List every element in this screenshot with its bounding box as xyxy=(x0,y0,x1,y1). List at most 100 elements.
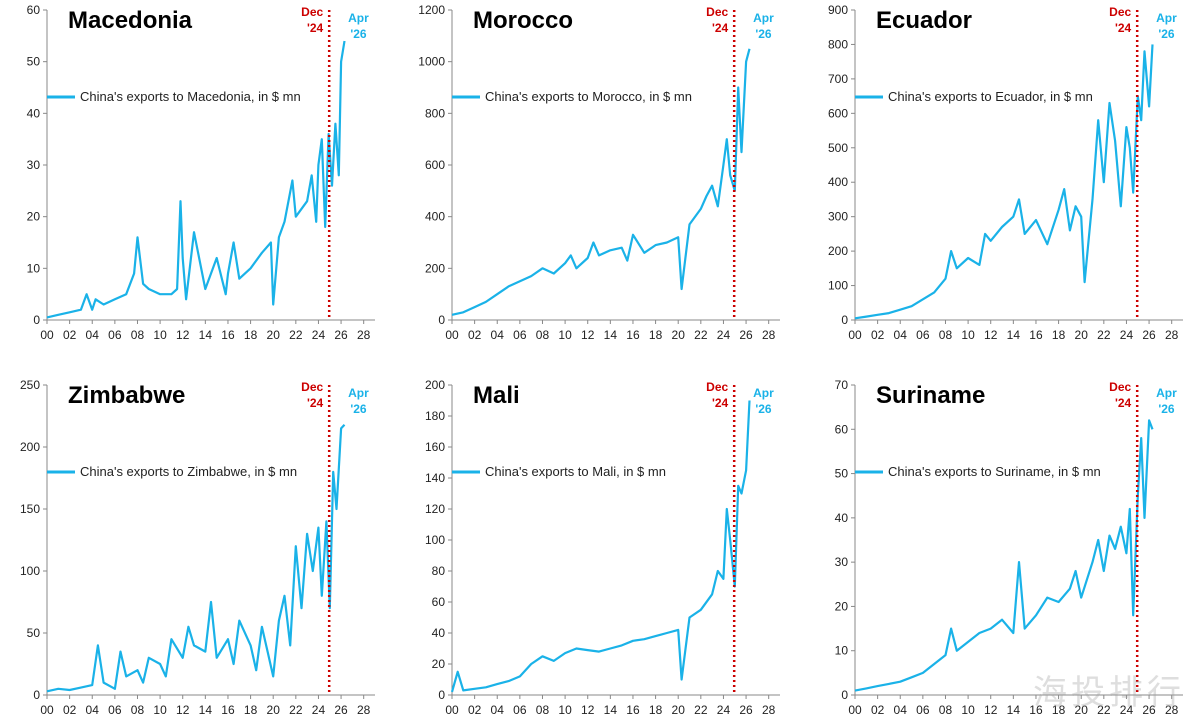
x-tick-label: 00 xyxy=(40,328,54,342)
x-tick-label: 06 xyxy=(108,703,122,717)
x-tick-label: 14 xyxy=(1007,328,1021,342)
x-tick-label: 04 xyxy=(894,703,908,717)
x-tick-label: 04 xyxy=(894,328,908,342)
y-tick-label: 30 xyxy=(835,555,849,569)
y-tick-label: 600 xyxy=(425,158,445,172)
y-tick-label: 80 xyxy=(432,564,446,578)
dec-year-label: '24 xyxy=(307,396,324,410)
y-tick-label: 50 xyxy=(27,626,41,640)
x-tick-label: 28 xyxy=(762,703,776,717)
x-tick-label: 08 xyxy=(536,328,550,342)
x-tick-label: 00 xyxy=(445,703,459,717)
x-tick-label: 04 xyxy=(491,328,505,342)
x-tick-label: 06 xyxy=(108,328,122,342)
series-line xyxy=(46,423,346,693)
x-tick-label: 16 xyxy=(1029,328,1043,342)
x-tick-label: 22 xyxy=(1097,703,1111,717)
y-tick-label: 0 xyxy=(438,313,445,327)
x-tick-label: 24 xyxy=(717,328,731,342)
dec-year-label: '24 xyxy=(1115,21,1132,35)
y-tick-label: 180 xyxy=(425,409,445,423)
x-tick-label: 22 xyxy=(1097,328,1111,342)
x-tick-label: 12 xyxy=(176,703,190,717)
y-tick-label: 0 xyxy=(841,688,848,702)
x-tick-label: 10 xyxy=(153,703,167,717)
y-tick-label: 1000 xyxy=(418,55,445,69)
x-tick-label: 26 xyxy=(334,328,348,342)
y-tick-label: 50 xyxy=(835,467,849,481)
y-tick-label: 70 xyxy=(835,378,849,392)
x-tick-label: 26 xyxy=(1142,703,1156,717)
x-tick-label: 06 xyxy=(513,703,527,717)
x-tick-label: 20 xyxy=(672,328,686,342)
x-tick-label: 14 xyxy=(604,328,618,342)
chart-panel-zimbabwe: 0 50 100 150 200 250 00 02 04 06 08 10 12 14 16 18 20 22 2… xyxy=(0,375,385,723)
y-tick-label: 100 xyxy=(20,564,40,578)
x-tick-label: 04 xyxy=(86,703,100,717)
series-line xyxy=(46,40,346,319)
x-tick-label: 12 xyxy=(581,328,595,342)
y-tick-label: 20 xyxy=(27,210,41,224)
chart-panel-mali: 0 20 40 60 80 100 120 140 160 180 200 00 02 04 06 08 10 1… xyxy=(405,375,790,723)
x-tick-label: 18 xyxy=(649,328,663,342)
legend-label: China's exports to Suriname, in $ mn xyxy=(888,464,1101,479)
x-tick-label: 14 xyxy=(604,703,618,717)
y-tick-label: 30 xyxy=(27,158,41,172)
apr-year-label: '26 xyxy=(1158,27,1175,41)
x-tick-label: 02 xyxy=(63,328,77,342)
y-tick-label: 20 xyxy=(835,599,849,613)
chart-title: Macedonia xyxy=(68,7,193,34)
dec-year-label: '24 xyxy=(1115,396,1132,410)
dec-label: Dec xyxy=(301,380,323,394)
x-tick-label: 24 xyxy=(1120,328,1134,342)
y-tick-label: 60 xyxy=(835,422,849,436)
legend-label: China's exports to Ecuador, in $ mn xyxy=(888,89,1093,104)
chart-panel-macedonia: 0 10 20 30 40 50 60 00 02 04 06 08 10 12 14 16 18 20 22 24 2… xyxy=(0,0,385,348)
x-tick-label: 20 xyxy=(267,328,281,342)
dec-year-label: '24 xyxy=(712,396,729,410)
apr-label: Apr xyxy=(348,11,369,25)
x-tick-label: 08 xyxy=(939,703,953,717)
y-tick-label: 60 xyxy=(27,3,41,17)
chart-svg: 0 10 20 30 40 50 60 00 02 04 06 08 10 12 14 16 18 20 22 24 2… xyxy=(27,3,375,342)
y-tick-label: 200 xyxy=(828,244,848,258)
x-tick-label: 10 xyxy=(961,703,975,717)
x-tick-label: 24 xyxy=(717,703,731,717)
series-line xyxy=(854,419,1154,692)
y-tick-label: 250 xyxy=(20,378,40,392)
x-tick-label: 28 xyxy=(762,328,776,342)
x-tick-label: 12 xyxy=(984,703,998,717)
x-tick-label: 24 xyxy=(1120,703,1134,717)
x-tick-label: 10 xyxy=(153,328,167,342)
x-tick-label: 18 xyxy=(244,328,258,342)
y-tick-label: 40 xyxy=(27,106,41,120)
apr-label: Apr xyxy=(753,11,774,25)
x-tick-label: 08 xyxy=(939,328,953,342)
x-tick-label: 16 xyxy=(221,328,235,342)
x-tick-label: 26 xyxy=(334,703,348,717)
apr-year-label: '26 xyxy=(350,27,367,41)
series-line xyxy=(450,400,751,693)
y-tick-label: 0 xyxy=(438,688,445,702)
x-tick-label: 14 xyxy=(199,328,213,342)
y-tick-label: 400 xyxy=(425,210,445,224)
y-tick-label: 10 xyxy=(835,644,849,658)
y-tick-label: 400 xyxy=(828,175,848,189)
x-tick-label: 22 xyxy=(694,328,708,342)
y-tick-label: 200 xyxy=(20,440,40,454)
y-tick-label: 200 xyxy=(425,378,445,392)
chart-panel-suriname: 0 10 20 30 40 50 60 70 00 02 04 06 08 10 12 14 16 18 20 22 2… xyxy=(808,375,1193,723)
x-tick-label: 00 xyxy=(848,328,862,342)
x-tick-label: 20 xyxy=(1075,328,1089,342)
y-tick-label: 600 xyxy=(828,106,848,120)
x-tick-label: 28 xyxy=(357,703,371,717)
y-tick-label: 800 xyxy=(828,37,848,51)
chart-svg: 0 200 400 600 800 1000 1200 00 02 04 06 08 10 12 14 16 1… xyxy=(418,3,780,342)
watermark: 海投排行 xyxy=(1033,673,1185,713)
y-tick-label: 1200 xyxy=(418,3,445,17)
x-tick-label: 18 xyxy=(1052,328,1066,342)
dec-label: Dec xyxy=(706,380,728,394)
x-tick-label: 02 xyxy=(871,703,885,717)
chart-svg: 0 20 40 60 80 100 120 140 160 180 200 00 02 04 06 08 10 1… xyxy=(425,378,780,717)
apr-label: Apr xyxy=(1156,386,1177,400)
